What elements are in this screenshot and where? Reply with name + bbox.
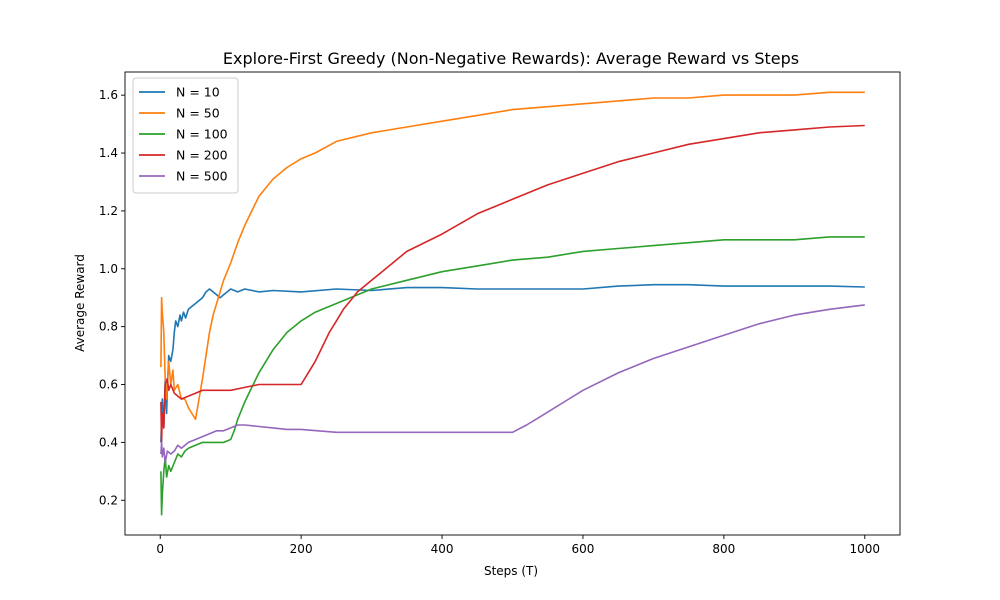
series-line-4: [160, 304, 865, 464]
y-tick-label-5: 1.2: [99, 204, 118, 218]
chart-title: Explore-First Greedy (Non-Negative Rewar…: [223, 49, 799, 68]
x-tick-label-3: 600: [572, 542, 595, 556]
series-line-3: [160, 124, 865, 444]
x-tick-label-4: 800: [712, 542, 735, 556]
y-tick-label-7: 1.6: [99, 88, 118, 102]
legend-label-1: N = 50: [176, 106, 220, 121]
legend-label-3: N = 200: [176, 148, 228, 163]
legend: N = 10 N = 50 N = 100 N = 200 N = 500: [132, 77, 239, 194]
y-tick-label-3: 0.8: [99, 320, 118, 334]
legend-label-0: N = 10: [176, 85, 220, 100]
legend-label-2: N = 100: [176, 127, 228, 142]
legend-label-4: N = 500: [176, 169, 228, 184]
series-line-2: [160, 236, 865, 516]
legend-box: [132, 77, 239, 194]
x-tick-label-2: 400: [431, 542, 454, 556]
x-axis-title: Steps (T): [484, 564, 538, 578]
y-tick-label-0: 0.2: [99, 493, 118, 507]
plot-frame: [124, 71, 901, 536]
series-line-1: [160, 91, 865, 421]
y-tick-label-2: 0.6: [99, 378, 118, 392]
x-tick-label-0: 0: [156, 542, 164, 556]
x-tick-label-5: 1000: [849, 542, 880, 556]
y-tick-label-4: 1.0: [99, 262, 118, 276]
plot-area: 0 200 400 600 800 1000 0.2 0.4 0.6 0.8 1.0 1.2 1.4 1.…: [99, 71, 901, 556]
series-line-0: [160, 283, 865, 443]
y-tick-label-1: 0.4: [99, 435, 118, 449]
y-tick-label-6: 1.4: [99, 146, 118, 160]
y-axis-title: Average Reward: [73, 254, 87, 352]
x-tick-label-1: 200: [290, 542, 313, 556]
